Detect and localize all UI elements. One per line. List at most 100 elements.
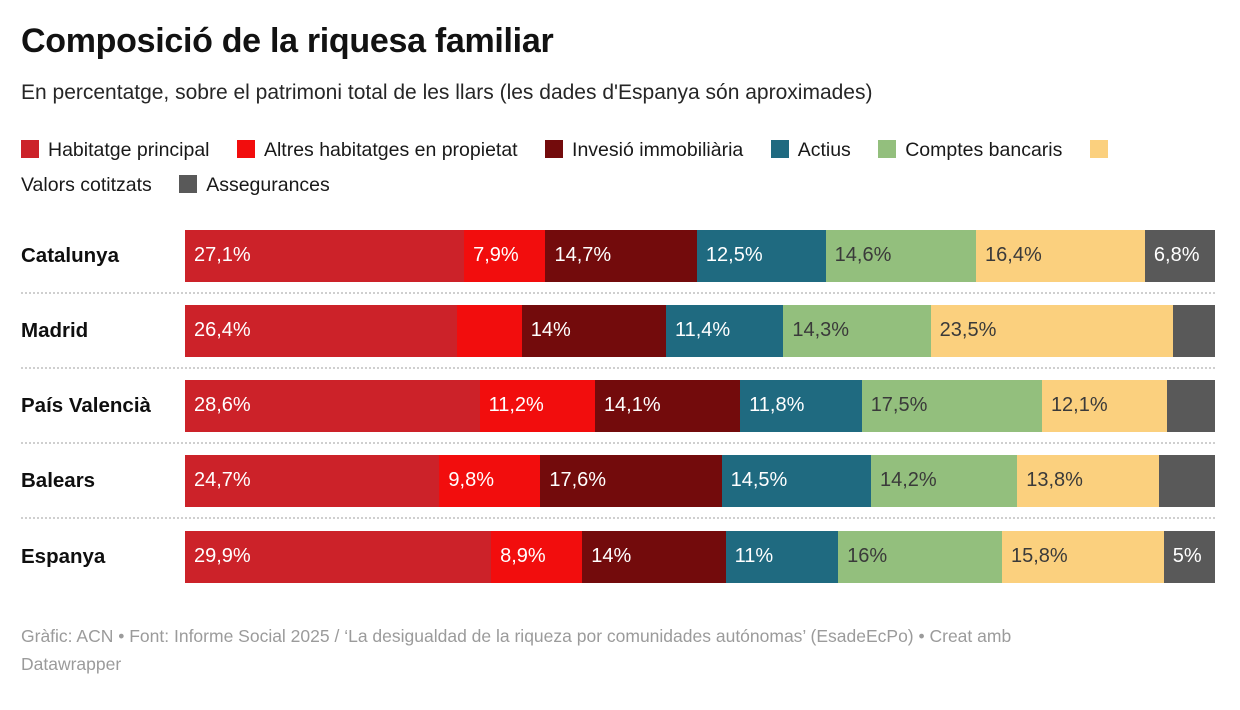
- segment-value-label: 14,6%: [834, 244, 892, 266]
- bar-segment: 14,3%: [783, 304, 931, 357]
- bar-segment: 28,6%: [185, 379, 480, 432]
- bar-segment: 27,1%: [185, 229, 465, 282]
- segment-value-label: 14%: [591, 545, 632, 567]
- segment-value-label: 14%: [530, 319, 571, 341]
- segment-value-label: 24,7%: [194, 469, 251, 491]
- stacked-bar: 28,6% 11,2% 14,1% 11,8% 17,5% 12,1%: [185, 379, 1215, 432]
- legend-label: Assegurances: [206, 174, 330, 196]
- bar-segment: 14,6%: [825, 229, 977, 282]
- bar-segment: 6,8%: [1144, 229, 1215, 282]
- bar-segment: 14,2%: [870, 454, 1018, 507]
- segment-value-label: 17,6%: [549, 469, 607, 491]
- stacked-bar: 26,4% 14% 11,4% 14,3% 23,5%: [185, 304, 1215, 357]
- legend-label: Habitatge principal: [48, 139, 210, 161]
- bar-segment: 11,8%: [740, 379, 862, 432]
- segment-value-label: 12,1%: [1050, 394, 1108, 416]
- legend-item: Habitatge principal: [21, 139, 210, 161]
- chart-row: Espanya 29,9% 8,9% 14% 11% 16% 15,8% 5%: [21, 519, 1215, 594]
- bar-segment: 17,6%: [540, 454, 722, 507]
- legend-swatch: [21, 140, 39, 158]
- segment-value-label: 12,5%: [705, 244, 763, 266]
- legend-swatch: [878, 140, 897, 158]
- footer-credit: Gràfic: ACN • Font: Informe Social 2025 …: [21, 626, 1012, 674]
- legend-item: Valors cotitzats: [21, 139, 1117, 196]
- legend-item: Invesió immobiliària: [545, 139, 743, 161]
- bar-segment: 11,2%: [479, 379, 595, 432]
- chart-row: Madrid 26,4% 14% 11,4% 14,3% 23,5%: [21, 294, 1215, 369]
- bar-segment: [1159, 454, 1215, 507]
- segment-value-label: 16,4%: [985, 244, 1042, 266]
- segment-value-label: 11,8%: [749, 394, 805, 416]
- row-label: Balears: [21, 468, 96, 492]
- legend-label: Valors cotitzats: [21, 174, 152, 196]
- legend-item: Actius: [770, 139, 851, 161]
- segment-value-label: 5%: [1172, 545, 1202, 567]
- bar-segment: 13,8%: [1017, 454, 1160, 507]
- segment-value-label: 17,5%: [870, 394, 928, 416]
- page-title: Composició de la riquesa familiar: [21, 22, 554, 60]
- segment-value-label: 7,9%: [473, 244, 519, 266]
- bar-segment: 9,8%: [439, 454, 541, 507]
- chart-card: Composició de la riquesa familiar En per…: [21, 22, 1215, 674]
- segment-value-label: 23,5%: [939, 319, 997, 341]
- page-subtitle: En percentatge, sobre el patrimoni total…: [21, 81, 873, 104]
- segment-value-label: 11,4%: [674, 319, 731, 341]
- bar-segment: 14%: [521, 304, 666, 357]
- bar-segment: 14,5%: [721, 454, 871, 507]
- segment-value-label: 11,2%: [488, 394, 544, 416]
- legend-swatch: [179, 175, 198, 193]
- segment-value-label: 8,9%: [500, 545, 546, 567]
- bar-segment: 17,5%: [861, 379, 1042, 432]
- chart-row: Balears 24,7% 9,8% 17,6% 14,5% 14,2% 13,8%: [21, 444, 1215, 519]
- bar-segment: 26,4%: [185, 304, 457, 357]
- segment-value-label: 13,8%: [1026, 469, 1083, 491]
- chart-row: Catalunya 27,1% 7,9% 14,7% 12,5% 14,6% 16,4% 6,…: [21, 219, 1215, 294]
- legend-item: Comptes bancaris: [878, 139, 1062, 161]
- stacked-bar: 29,9% 8,9% 14% 11% 16% 15,8% 5%: [185, 530, 1215, 583]
- segment-value-label: 26,4%: [194, 319, 251, 341]
- bar-segment: 12,5%: [696, 229, 826, 282]
- segment-value-label: 6,8%: [1153, 244, 1200, 266]
- segment-value-label: 14,2%: [879, 469, 937, 491]
- segment-value-label: 29,9%: [194, 545, 251, 567]
- segment-value-label: 15,8%: [1010, 545, 1068, 567]
- legend-swatch: [770, 140, 789, 158]
- segment-value-label: 27,1%: [194, 244, 251, 266]
- bar-segment: 8,9%: [491, 530, 583, 583]
- legend-swatch: [236, 140, 255, 158]
- segment-value-label: 16%: [847, 545, 888, 567]
- bar-segment: 23,5%: [930, 304, 1173, 357]
- row-label: País Valencià: [21, 393, 151, 417]
- segment-value-label: 11%: [734, 545, 774, 567]
- bar-segment: 29,9%: [185, 530, 492, 583]
- row-label: Espanya: [21, 544, 106, 568]
- bar-segment: [456, 304, 522, 357]
- bar-segment: 11,4%: [665, 304, 784, 357]
- legend-item: Assegurances: [179, 174, 330, 196]
- legend-label: Actius: [797, 139, 851, 161]
- row-label: Catalunya: [21, 243, 119, 267]
- segment-value-label: 14,7%: [554, 244, 612, 266]
- segment-value-label: 9,8%: [448, 469, 494, 491]
- stacked-bar: 24,7% 9,8% 17,6% 14,5% 14,2% 13,8%: [185, 454, 1215, 507]
- legend-label: Altres habitatges en propietat: [263, 139, 518, 161]
- bar-segment: 15,8%: [1001, 530, 1164, 583]
- segment-value-label: 14,1%: [603, 394, 661, 416]
- bar-segment: 5%: [1163, 530, 1215, 583]
- legend-swatch: [1089, 140, 1108, 158]
- chart-rows: Catalunya 27,1% 7,9% 14,7% 12,5% 14,6% 16,4% 6,…: [21, 219, 1215, 594]
- segment-value-label: 14,3%: [792, 319, 850, 341]
- bar-segment: 7,9%: [464, 229, 546, 282]
- legend-label: Comptes bancaris: [905, 139, 1063, 161]
- bar-segment: 16,4%: [976, 229, 1145, 282]
- bar-segment: 16%: [838, 530, 1002, 583]
- bar-segment: 14,1%: [594, 379, 741, 432]
- bar-segment: 14,7%: [545, 229, 697, 282]
- bar-segment: 14%: [582, 530, 726, 583]
- bar-segment: [1166, 379, 1215, 432]
- row-label: Madrid: [21, 318, 89, 342]
- bar-segment: [1172, 304, 1215, 357]
- legend-swatch: [545, 140, 564, 158]
- segment-value-label: 28,6%: [194, 394, 251, 416]
- stacked-bar: 27,1% 7,9% 14,7% 12,5% 14,6% 16,4% 6,8%: [185, 229, 1215, 282]
